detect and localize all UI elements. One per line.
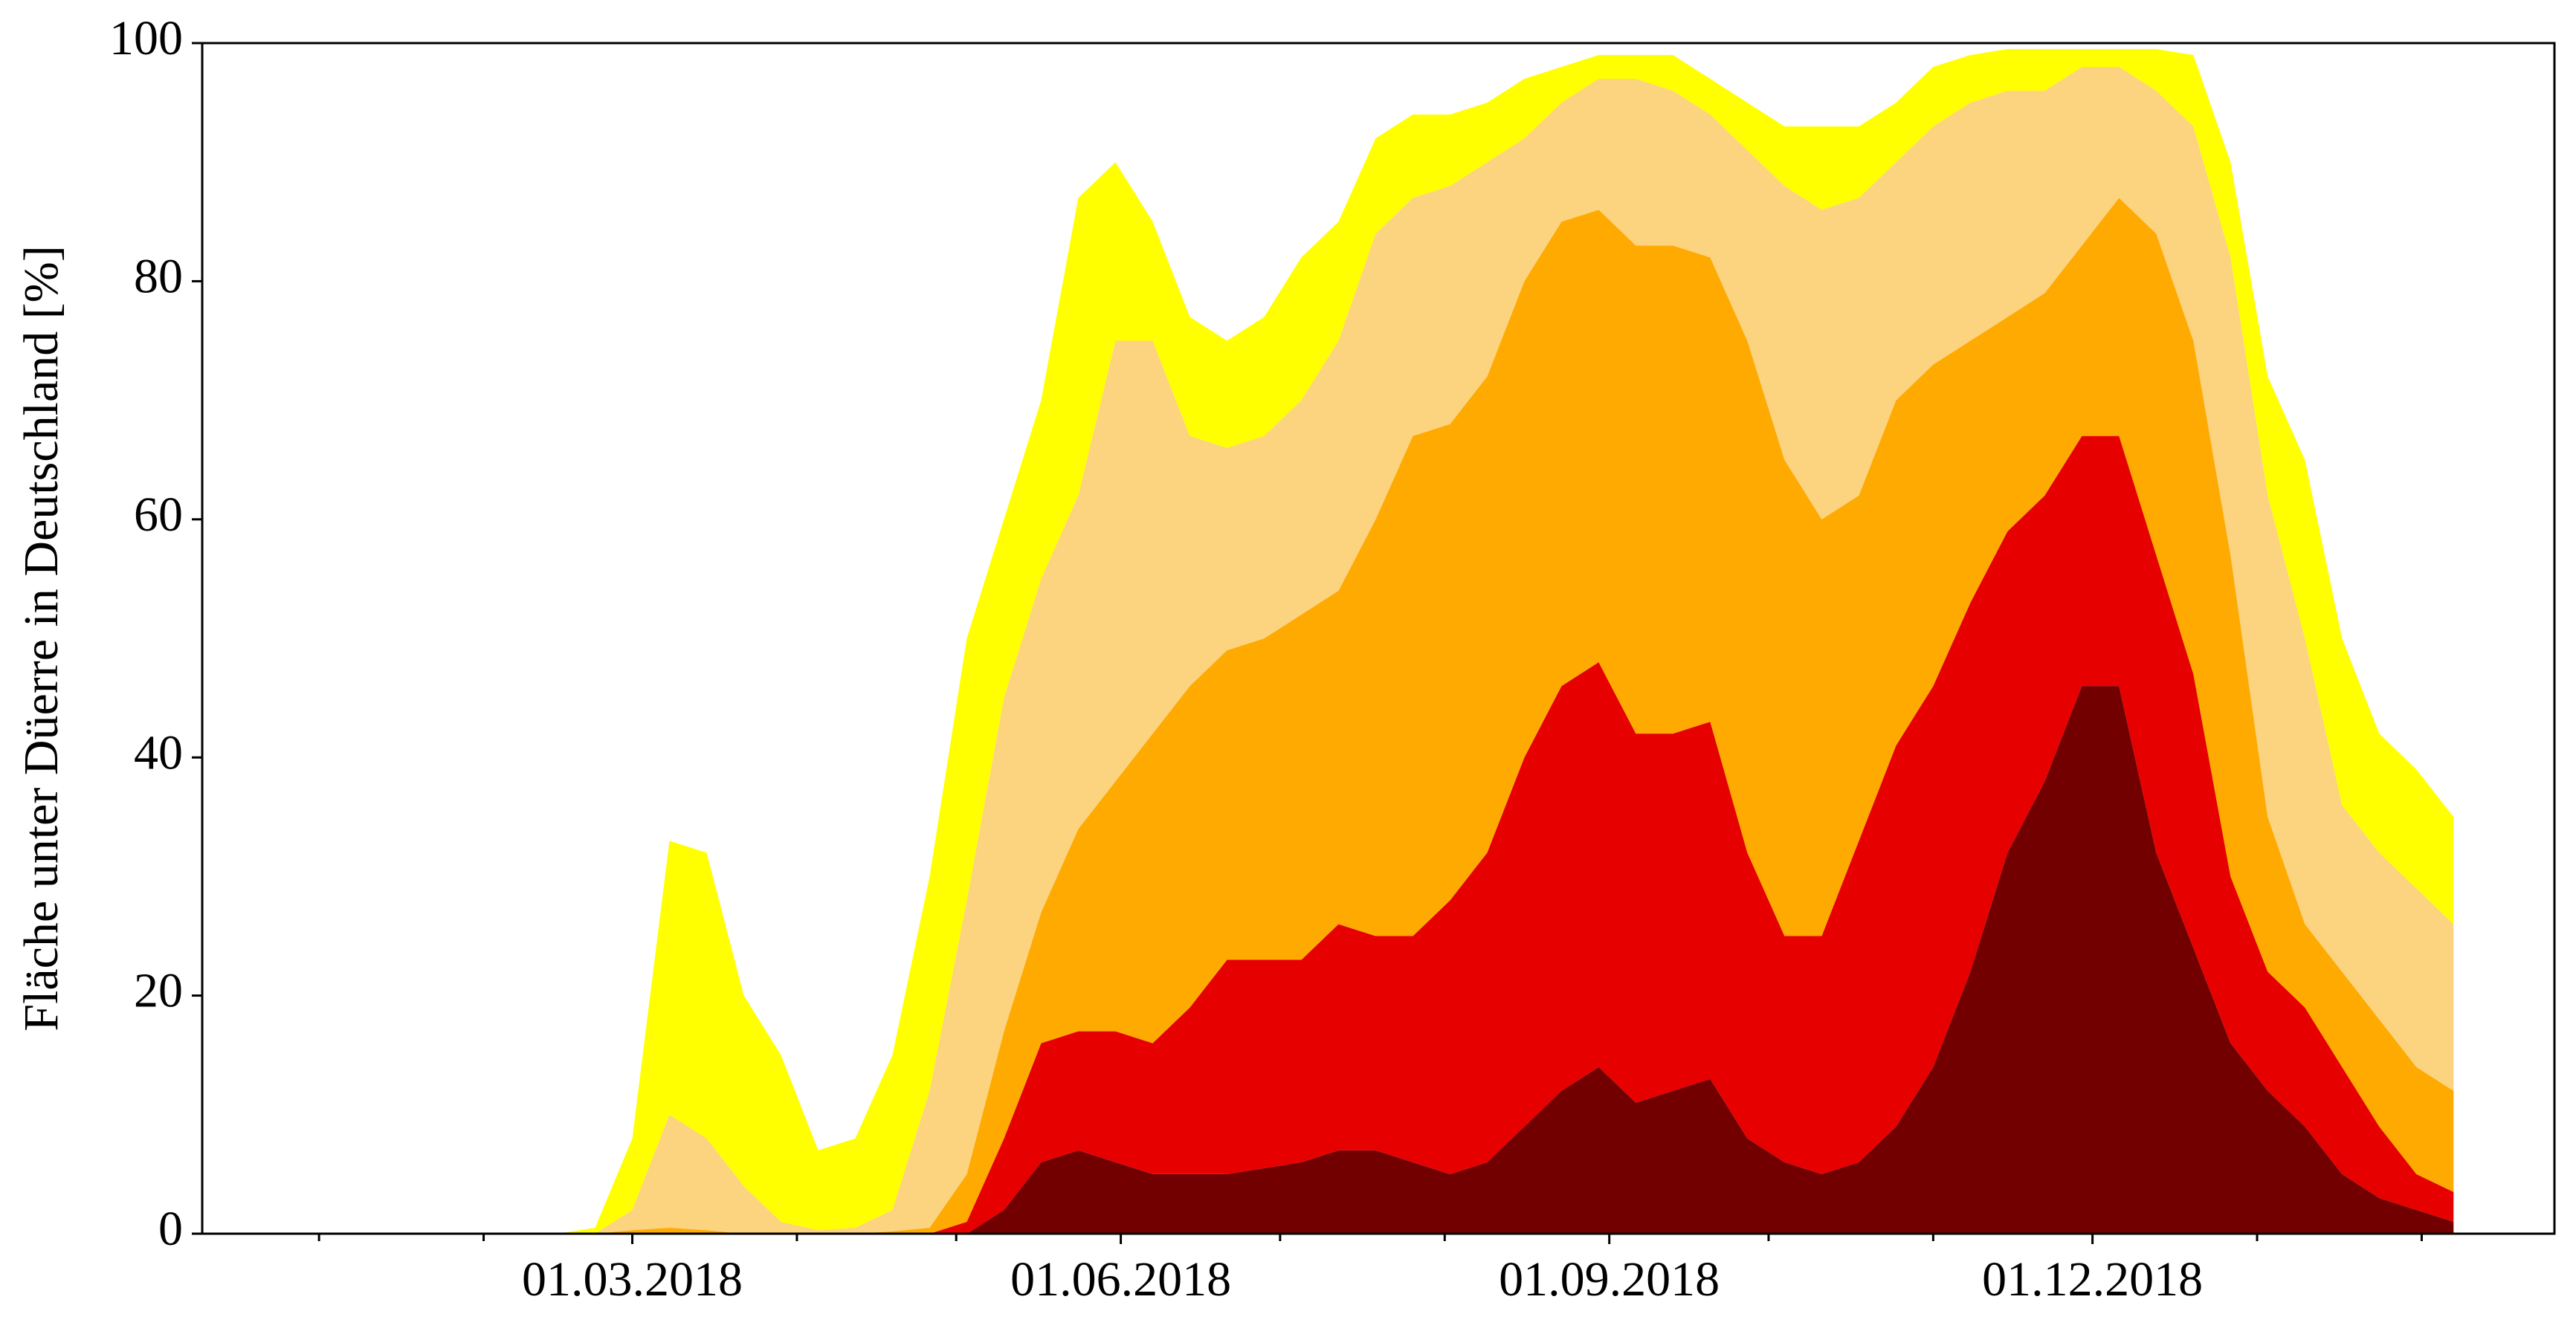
plot-frame: [201, 42, 2556, 1235]
x-tick-label: 01.06.2018: [1010, 1252, 1231, 1307]
area: [558, 67, 2454, 1234]
x-tick-label: 01.03.2018: [522, 1252, 743, 1307]
area: [558, 686, 2454, 1234]
y-tick-label: 20: [134, 964, 183, 1018]
y-tick-label: 0: [158, 1202, 183, 1256]
x-tick-label: 01.09.2018: [1499, 1252, 1720, 1307]
x-tick-label: 01.12.2018: [1982, 1252, 2203, 1307]
area: [558, 49, 2454, 1234]
y-tick-label: 60: [134, 488, 183, 542]
y-tick-label: 100: [109, 11, 183, 65]
y-axis-label: Fläche unter Düerre in Deutschland [%]: [14, 245, 68, 1031]
area: [558, 198, 2454, 1234]
area: [558, 436, 2454, 1234]
y-tick-label: 40: [134, 725, 183, 780]
y-tick-label: 80: [134, 250, 183, 304]
